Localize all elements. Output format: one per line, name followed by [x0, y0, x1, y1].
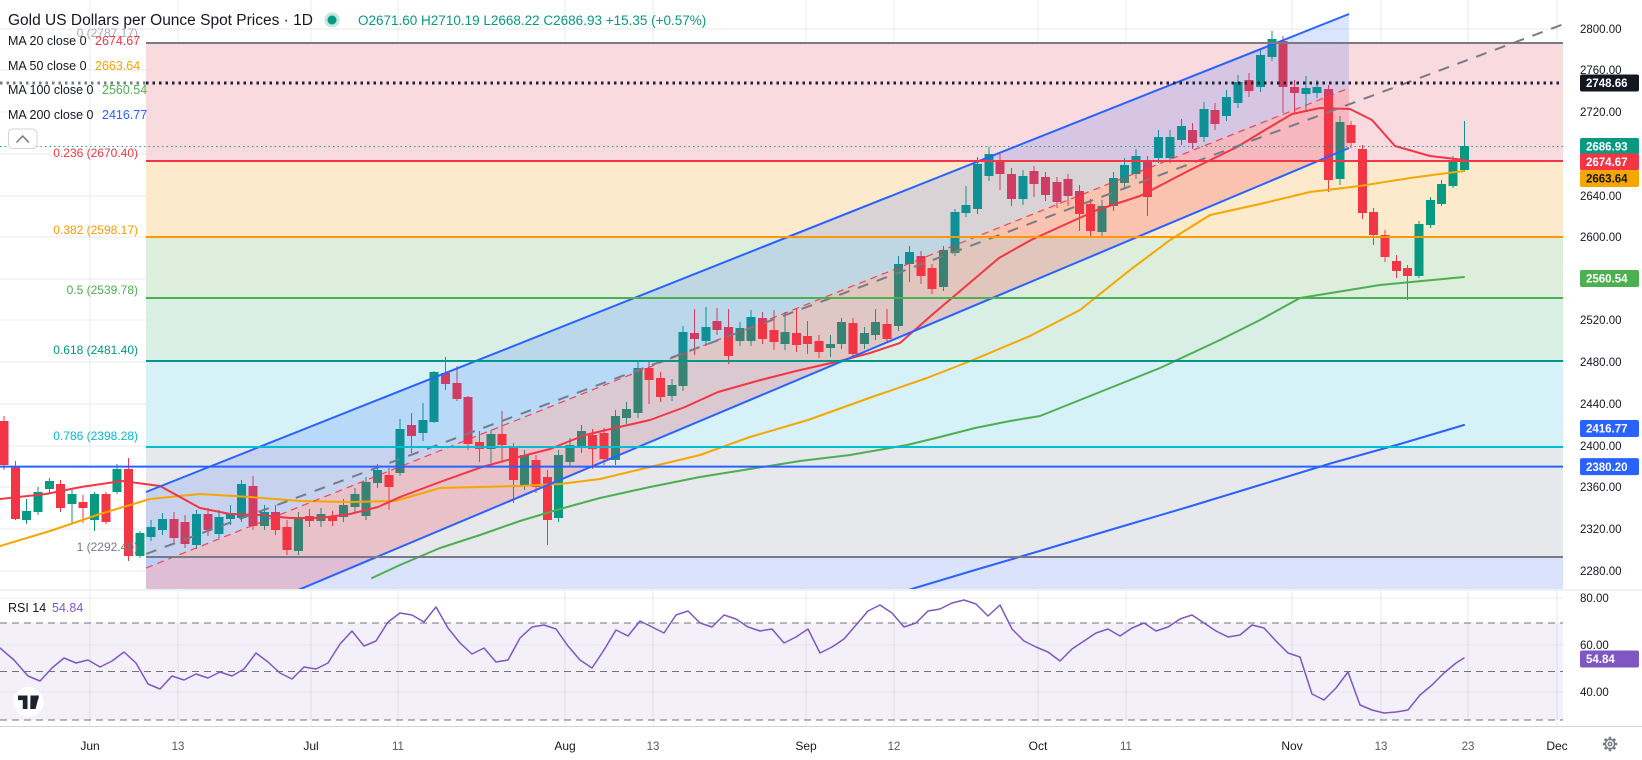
svg-text:60.00: 60.00 — [1580, 640, 1609, 652]
svg-text:O2671.60 H2710.19 L2668.22 C26: O2671.60 H2710.19 L2668.22 C2686.93 +15.… — [358, 13, 706, 28]
svg-text:2416.77: 2416.77 — [102, 108, 147, 122]
svg-text:80.00: 80.00 — [1580, 593, 1609, 605]
svg-text:2416.77: 2416.77 — [1586, 424, 1628, 436]
svg-text:2320.00: 2320.00 — [1580, 524, 1622, 536]
svg-text:1 (2292.40): 1 (2292.40) — [77, 540, 138, 554]
svg-text:0.618 (2481.40): 0.618 (2481.40) — [53, 343, 138, 357]
svg-text:2400.00: 2400.00 — [1580, 441, 1622, 453]
svg-text:2686.93: 2686.93 — [1586, 142, 1628, 154]
svg-text:23: 23 — [1462, 741, 1475, 753]
svg-text:RSI 14: RSI 14 — [8, 601, 46, 615]
svg-text:2380.20: 2380.20 — [1586, 462, 1628, 474]
svg-text:Gold US Dollars per Ounce Spot: Gold US Dollars per Ounce Spot Prices · … — [8, 12, 313, 29]
svg-text:0.5 (2539.78): 0.5 (2539.78) — [67, 283, 138, 297]
svg-text:2280.00: 2280.00 — [1580, 566, 1622, 578]
svg-text:2760.00: 2760.00 — [1580, 65, 1622, 77]
svg-text:2800.00: 2800.00 — [1580, 24, 1622, 36]
svg-text:2360.00: 2360.00 — [1580, 482, 1622, 494]
svg-text:Aug: Aug — [554, 739, 575, 753]
svg-text:0.236 (2670.40): 0.236 (2670.40) — [53, 146, 138, 160]
svg-text:0 (2787.17): 0 (2787.17) — [77, 26, 138, 40]
svg-text:12: 12 — [888, 741, 901, 753]
svg-text:0.786 (2398.28): 0.786 (2398.28) — [53, 429, 138, 443]
svg-text:2640.00: 2640.00 — [1580, 191, 1622, 203]
svg-text:2480.00: 2480.00 — [1580, 357, 1622, 369]
svg-text:Sep: Sep — [795, 739, 817, 753]
svg-text:2560.54: 2560.54 — [1586, 274, 1628, 286]
svg-text:MA 20 close 0: MA 20 close 0 — [8, 34, 87, 48]
svg-text:Oct: Oct — [1029, 739, 1048, 753]
svg-text:2600.00: 2600.00 — [1580, 232, 1622, 244]
svg-text:2520.00: 2520.00 — [1580, 315, 1622, 327]
svg-text:54.84: 54.84 — [52, 601, 83, 615]
svg-text:13: 13 — [172, 741, 185, 753]
svg-text:0.382 (2598.17): 0.382 (2598.17) — [53, 223, 138, 237]
svg-text:2663.64: 2663.64 — [95, 59, 140, 73]
svg-text:2663.64: 2663.64 — [1586, 174, 1628, 186]
svg-text:Jun: Jun — [80, 739, 99, 753]
svg-text:2560.54: 2560.54 — [102, 83, 147, 97]
svg-text:Jul: Jul — [303, 739, 318, 753]
svg-text:54.84: 54.84 — [1586, 654, 1615, 666]
svg-text:Dec: Dec — [1546, 739, 1567, 753]
svg-text:MA 50 close 0: MA 50 close 0 — [8, 59, 87, 73]
svg-text:11: 11 — [392, 741, 404, 753]
svg-text:MA 100 close 0: MA 100 close 0 — [8, 83, 94, 97]
svg-text:13: 13 — [647, 741, 660, 753]
svg-text:2440.00: 2440.00 — [1580, 399, 1622, 411]
svg-text:MA 200 close 0: MA 200 close 0 — [8, 108, 94, 122]
svg-text:11: 11 — [1120, 741, 1132, 753]
svg-text:40.00: 40.00 — [1580, 687, 1609, 699]
svg-text:2720.00: 2720.00 — [1580, 107, 1622, 119]
svg-text:2748.66: 2748.66 — [1586, 78, 1628, 90]
svg-text:2674.67: 2674.67 — [1586, 157, 1628, 169]
svg-text:2674.67: 2674.67 — [95, 34, 140, 48]
svg-text:Nov: Nov — [1281, 739, 1302, 753]
svg-text:13: 13 — [1375, 741, 1388, 753]
